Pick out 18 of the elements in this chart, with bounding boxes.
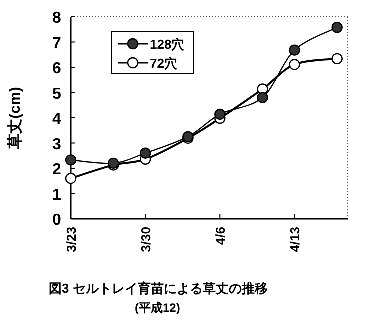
y-tick-label: 2 (52, 162, 62, 178)
text: (平成12) (135, 301, 180, 315)
x-tick-label: 4/6 (213, 227, 228, 246)
x-tick-label: 4/13 (288, 227, 303, 252)
y-tick-label: 0 (52, 212, 62, 229)
text: 図3 セルトレイ育苗による草丈の推移 (49, 281, 268, 296)
legend-label: 128穴 (150, 37, 186, 52)
x-tick-label: 3/23 (64, 227, 79, 252)
y-tick-label: 1 (52, 186, 62, 204)
y-tick-label: 5 (52, 86, 62, 103)
y-tick-label: 6 (52, 60, 62, 78)
y-tick-label: 3 (52, 136, 62, 154)
legend-label: 72穴 (150, 56, 178, 71)
y-axis-title: 草丈(cm) (7, 87, 24, 150)
y-tick-label: 7 (52, 35, 62, 52)
y-tick-label: 8 (52, 10, 62, 27)
x-tick-label: 3/30 (138, 227, 154, 252)
y-tick-label: 4 (52, 111, 62, 128)
